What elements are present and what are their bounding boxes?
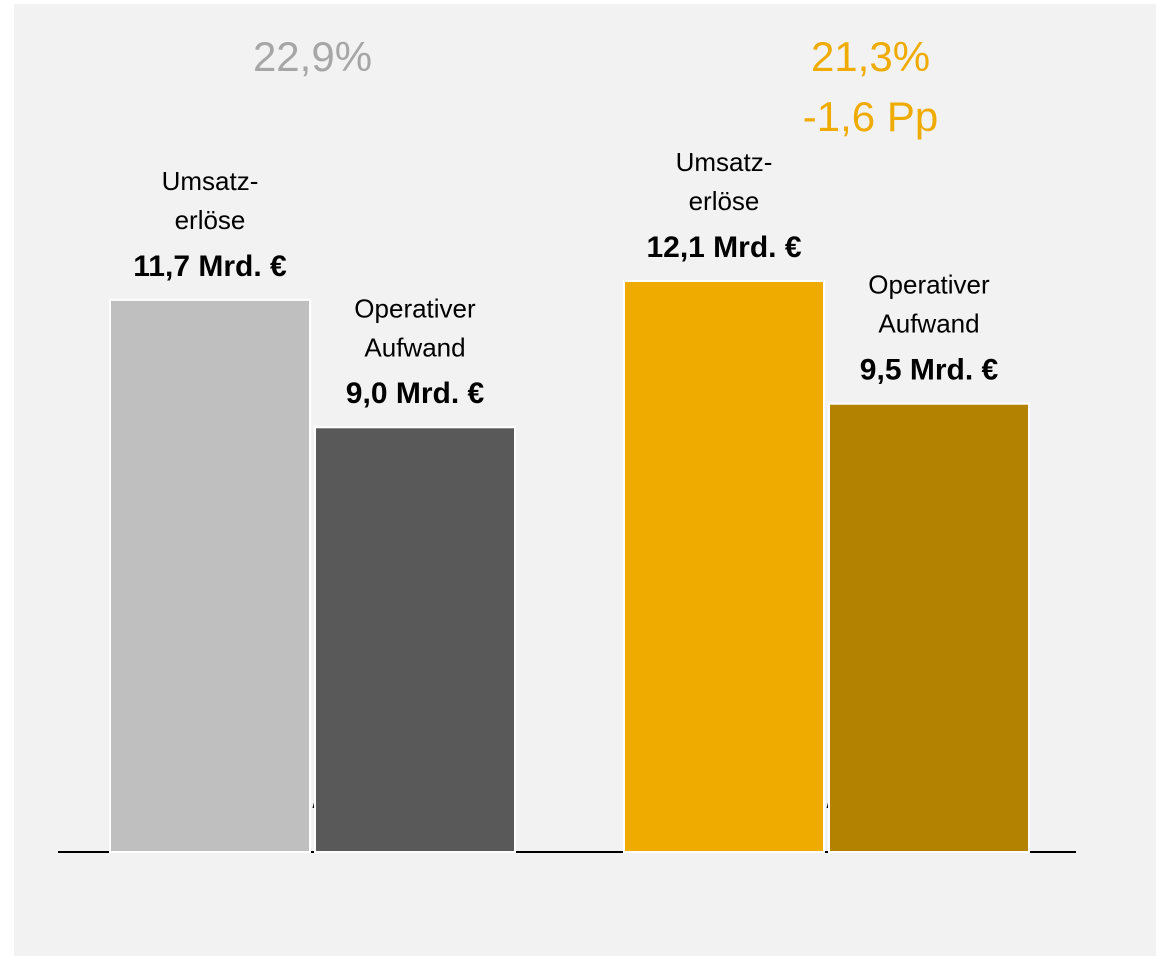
bar bbox=[623, 280, 825, 853]
series-label: Operativer Aufwand bbox=[868, 270, 990, 339]
value-label: 11,7 Mrd. € bbox=[133, 250, 287, 283]
series-label: Umsatz-erlöse bbox=[676, 147, 773, 216]
series-label: Operativer Aufwand bbox=[354, 293, 476, 362]
series-label: Umsatz-erlöse bbox=[162, 166, 259, 235]
value-label: 9,5 Mrd. € bbox=[860, 354, 999, 387]
bar bbox=[109, 298, 311, 853]
value-label: 12,1 Mrd. € bbox=[646, 231, 801, 264]
value-label: 9,0 Mrd. € bbox=[346, 377, 485, 410]
bar bbox=[828, 402, 1030, 853]
bar bbox=[314, 426, 516, 853]
margin-label: -1,6 Pp bbox=[803, 93, 938, 140]
margin-label: 21,3% bbox=[811, 33, 930, 80]
margin-label: 22,9% bbox=[253, 33, 372, 80]
